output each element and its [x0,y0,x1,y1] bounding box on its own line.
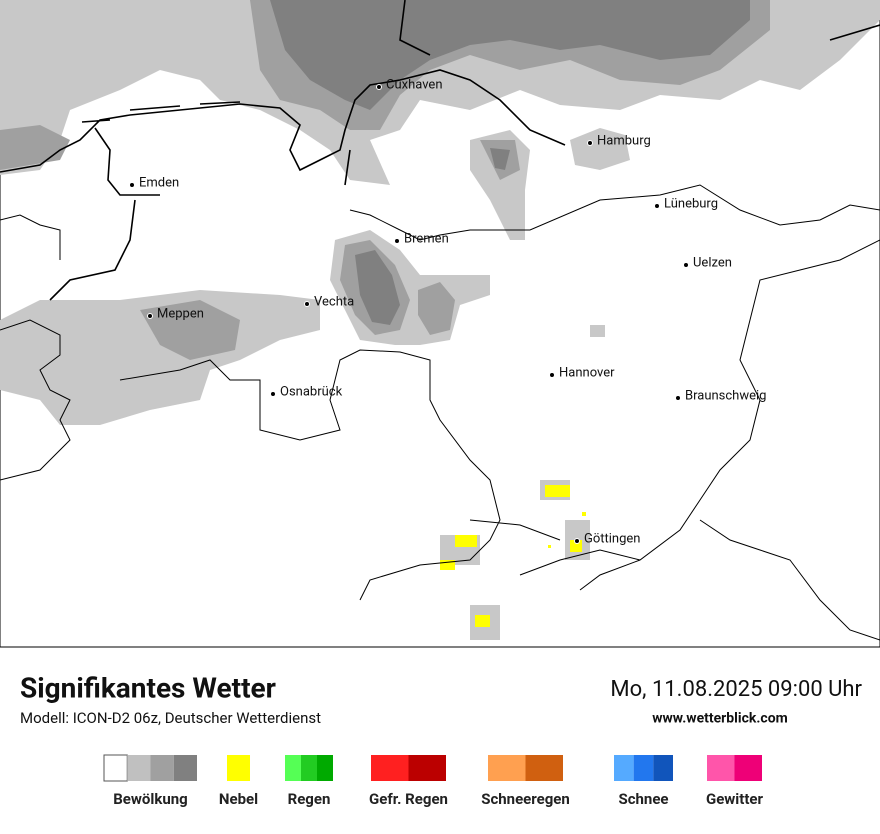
legend-swatch [408,755,446,781]
map [0,0,880,648]
legend-swatch [150,755,174,781]
city-dot [147,313,153,319]
legend: Bewölkung Nebel Regen Gefr. Regen Schneerege… [103,754,764,808]
legend-label: Gefr. Regen [369,790,448,808]
legend-swatch [173,755,197,781]
city-dot [574,538,580,544]
city-dot [394,238,400,244]
city-label: Emden [139,175,179,190]
cloud-light [570,128,630,170]
cities: Cuxhaven Hamburg Emden Lüneburg Bremen Uelzen… [129,77,766,546]
cloud-dark [270,0,750,110]
legend-swatch [127,755,151,781]
city-dot [304,301,310,307]
legend-swatch [525,755,563,781]
city-dot [683,262,689,268]
legend-label: Gewitter [706,790,764,808]
legend-label: Schneeregen [481,790,570,808]
subtitle: Modell: ICON-D2 06z, Deutscher Wetterdie… [20,709,321,727]
legend-label: Bewölkung [113,790,188,808]
coastline [0,0,880,301]
legend-swatch [488,755,526,781]
legend-swatch [653,755,673,781]
city-label: Hamburg [597,133,651,148]
legend-swatch [371,755,409,781]
cloud-light [0,290,320,425]
legend-swatch [227,755,250,781]
legend-swatch [614,755,634,781]
city-label: Hannover [559,365,615,380]
city-label: Lüneburg [664,196,718,211]
city-dot [549,372,555,378]
city-label: Meppen [157,306,204,321]
cloud-mid [0,125,240,360]
city-label: Vechta [314,294,354,309]
legend-swatch [707,755,735,781]
city-label: Osnabrück [280,384,343,399]
legend-swatch [734,755,762,781]
datetime: Mo, 11.08.2025 09:00 Uhr [610,677,862,702]
city-dot [376,84,382,90]
title: Signifikantes Wetter [20,671,276,704]
legend-swatch [633,755,654,781]
city-dot [654,203,660,209]
legend-swatch [301,755,317,781]
city-label: Göttingen [584,531,641,546]
city-label: Cuxhaven [386,77,443,92]
legend-label: Schnee [618,790,668,808]
legend-label: Regen [288,790,331,808]
city-label: Uelzen [693,255,732,270]
border [0,184,880,641]
cloud-dark [355,148,510,325]
city-label: Bremen [404,231,449,246]
legend-label: Nebel [219,790,258,808]
legend-swatch [317,755,333,781]
city-dot [587,140,593,146]
city-dot [675,395,681,401]
website: www.wetterblick.com [652,711,788,727]
city-dot [270,391,276,397]
legend-swatch [103,754,128,782]
city-dot [129,182,135,188]
city-label: Braunschweig [685,388,766,403]
legend-swatch [285,755,301,781]
